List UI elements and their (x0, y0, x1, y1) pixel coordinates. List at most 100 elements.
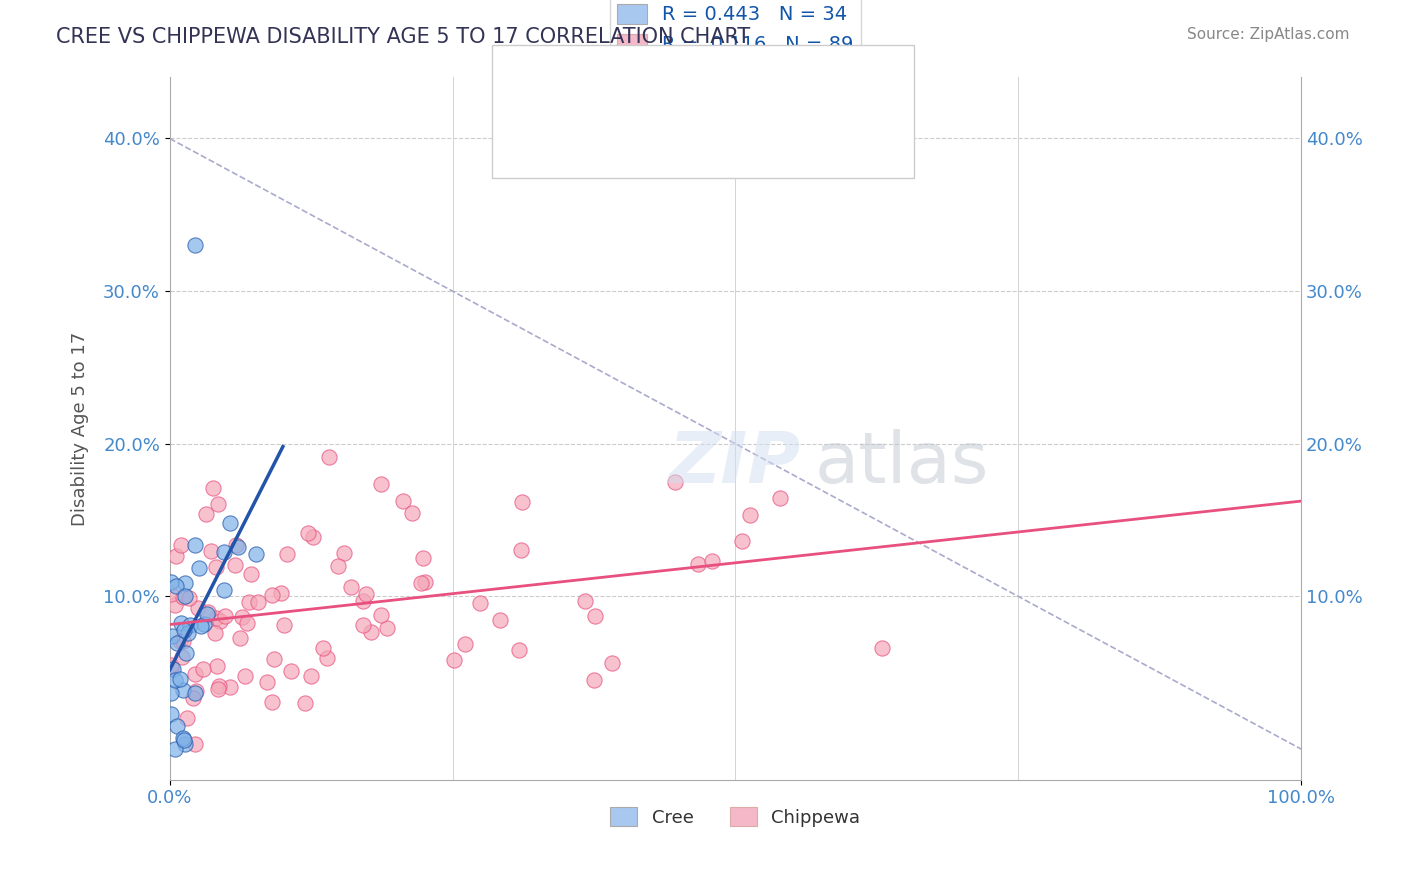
Point (172, 591, 194, 605)
Point (229, 631, 252, 645)
Point (204, 626, 226, 640)
Point (160, 707, 183, 722)
Point (207, 659, 229, 673)
Point (160, 658, 183, 673)
Point (177, 591, 200, 605)
Point (160, 629, 183, 643)
Point (512, 495, 534, 509)
Point (212, 583, 235, 598)
Point (186, 684, 208, 698)
Point (238, 595, 260, 609)
Point (184, 666, 207, 681)
Point (169, 616, 191, 631)
Point (183, 238, 205, 252)
Point (170, 538, 193, 552)
Point (165, 742, 187, 756)
Point (176, 711, 198, 725)
Point (280, 664, 302, 678)
Point (470, 596, 492, 610)
Point (262, 695, 284, 709)
Point (219, 680, 242, 694)
Point (160, 587, 183, 601)
Point (200, 544, 222, 558)
Point (190, 619, 212, 633)
Point (170, 650, 193, 665)
Point (165, 579, 187, 593)
Point (160, 685, 183, 699)
Point (688, 558, 710, 572)
Point (231, 610, 253, 624)
Point (489, 613, 512, 627)
Point (207, 497, 229, 511)
Point (340, 580, 363, 594)
Point (409, 575, 432, 590)
Point (401, 506, 423, 520)
Point (574, 593, 596, 607)
Point (208, 614, 231, 628)
Point (208, 679, 231, 693)
Point (256, 675, 278, 690)
Point (413, 574, 436, 589)
Point (195, 607, 218, 621)
Point (174, 737, 197, 751)
Point (187, 561, 209, 575)
Point (179, 618, 201, 632)
Point (160, 575, 183, 590)
Point (177, 626, 200, 640)
Point (165, 598, 187, 612)
Point (176, 646, 198, 660)
Point (412, 550, 434, 565)
Point (294, 696, 316, 710)
Point (166, 636, 188, 650)
Point (870, 640, 893, 655)
Point (165, 549, 187, 564)
Point (193, 616, 215, 631)
Point (191, 661, 214, 675)
Point (169, 673, 191, 687)
Point (169, 634, 191, 648)
Point (391, 494, 413, 508)
Point (333, 546, 356, 560)
Point (194, 507, 217, 521)
Point (184, 686, 207, 700)
Point (226, 541, 249, 555)
Point (166, 719, 188, 733)
Point (263, 652, 285, 666)
Point (174, 576, 197, 591)
Text: Source: ZipAtlas.com: Source: ZipAtlas.com (1187, 27, 1350, 42)
Point (270, 586, 292, 600)
Point (245, 547, 267, 561)
Point (297, 525, 319, 540)
Point (225, 538, 247, 552)
Point (583, 608, 606, 623)
Point (510, 543, 533, 558)
Point (197, 605, 219, 619)
Point (454, 637, 477, 651)
Point (174, 590, 197, 604)
Point (316, 651, 339, 665)
Point (375, 622, 398, 636)
Point (352, 594, 374, 608)
Point (246, 595, 269, 609)
Point (204, 560, 226, 574)
Point (299, 669, 322, 683)
Point (163, 673, 186, 687)
Point (312, 641, 335, 656)
Text: CREE VS CHIPPEWA DISABILITY AGE 5 TO 17 CORRELATION CHART: CREE VS CHIPPEWA DISABILITY AGE 5 TO 17 … (56, 27, 751, 46)
Text: atlas: atlas (814, 429, 988, 498)
Point (172, 731, 194, 745)
Point (184, 538, 207, 552)
Point (202, 481, 225, 495)
Point (318, 450, 340, 465)
Point (370, 477, 392, 491)
Point (582, 673, 605, 687)
Y-axis label: Disability Age 5 to 17: Disability Age 5 to 17 (72, 332, 89, 525)
Point (204, 610, 226, 624)
Point (183, 737, 205, 751)
Point (600, 657, 623, 671)
Point (214, 608, 236, 623)
Text: ZIP: ZIP (669, 429, 801, 498)
Point (239, 566, 262, 581)
Point (301, 530, 323, 544)
Point (700, 554, 723, 568)
